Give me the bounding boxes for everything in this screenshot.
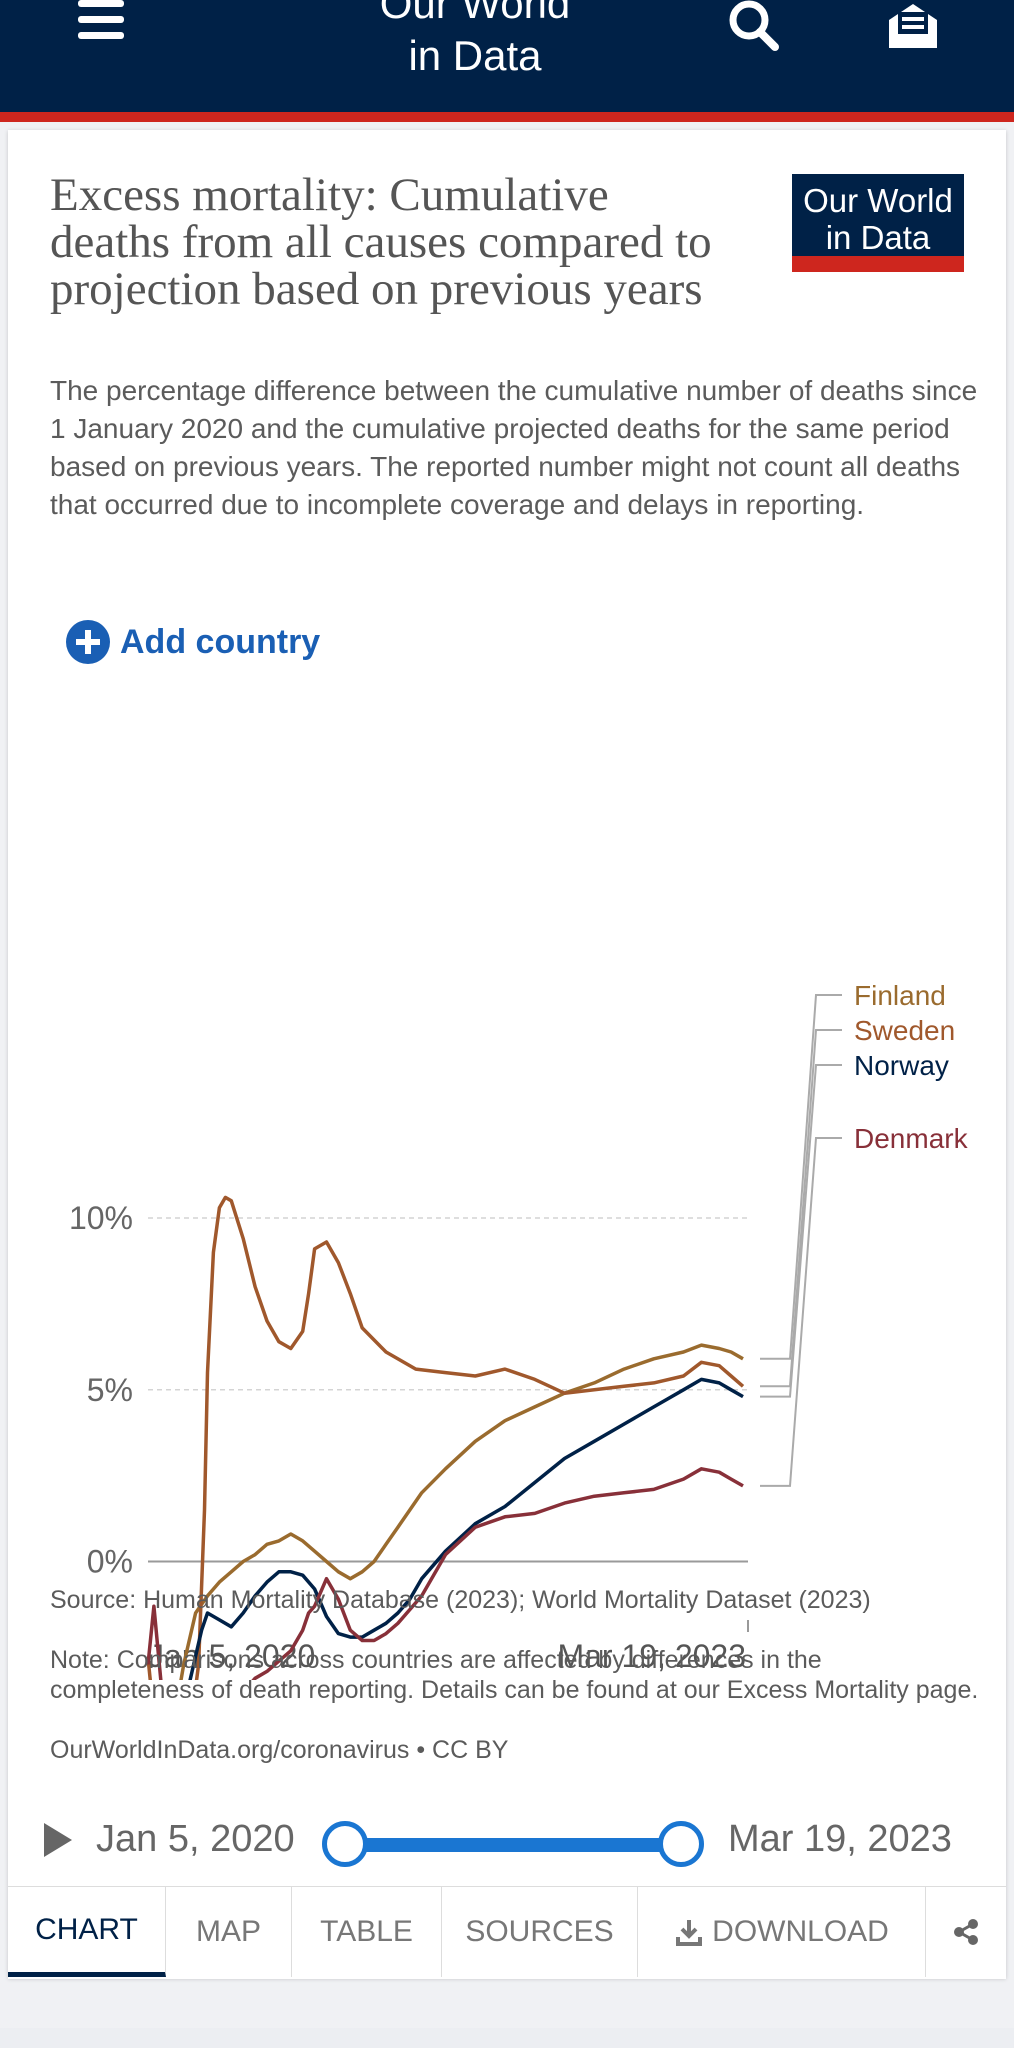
- page-bottom-strip: [0, 2028, 1014, 2048]
- x-tick-label: Mar 19, 2023: [557, 1638, 746, 1674]
- brand-line-2: in Data: [408, 32, 542, 79]
- legend-leader-line: [760, 1029, 842, 1388]
- share-button[interactable]: [926, 1887, 1006, 1977]
- chart-source: Source: Human Mortality Database (2023);…: [50, 1586, 871, 1614]
- tab-sources[interactable]: SOURCES: [442, 1887, 638, 1977]
- logo-line-2: in Data: [825, 219, 931, 256]
- legend-label-denmark[interactable]: Denmark: [854, 1123, 969, 1154]
- chart-subtitle: The percentage difference between the cu…: [50, 375, 978, 520]
- chart-note: Note: Comparisons across countries are a…: [50, 1646, 979, 1704]
- brand-line-1: Our World: [379, 0, 571, 27]
- legend-leader-line: [760, 1137, 842, 1487]
- timeline-start-label: Jan 5, 2020: [96, 1818, 295, 1860]
- series-line-norway[interactable]: [148, 1377, 744, 1680]
- share-icon: [954, 1919, 978, 1945]
- header-accent-stripe: [0, 112, 1014, 122]
- download-label: DOWNLOAD: [712, 1915, 889, 1948]
- y-tick-label: 10%: [69, 1200, 133, 1236]
- hamburger-menu-icon[interactable]: [78, 0, 124, 44]
- chart-card: Excess mortality: Cumulative deaths from…: [8, 130, 1006, 1979]
- chart-title: Excess mortality: Cumulative deaths from…: [50, 169, 712, 315]
- tab-table[interactable]: TABLE: [292, 1887, 442, 1977]
- legend-label-sweden[interactable]: Sweden: [854, 1015, 955, 1046]
- tab-chart[interactable]: CHART: [8, 1887, 166, 1977]
- tab-download[interactable]: DOWNLOAD: [638, 1887, 926, 1977]
- add-country-button[interactable]: Add country: [66, 620, 320, 664]
- timeline-end-handle[interactable]: [658, 1821, 704, 1867]
- download-icon: [676, 1920, 703, 1946]
- timeline-end-label: Mar 19, 2023: [728, 1818, 952, 1860]
- series-line-denmark[interactable]: [146, 1467, 744, 1680]
- legend-label-finland[interactable]: Finland: [854, 980, 946, 1011]
- plus-circle-icon: [66, 620, 110, 664]
- series-line-finland[interactable]: [148, 1343, 744, 1680]
- add-country-label: Add country: [120, 622, 321, 661]
- owid-logo[interactable]: Our World in Data: [792, 174, 964, 272]
- y-tick-label: 0%: [87, 1544, 133, 1580]
- timeline-slider-track[interactable]: [353, 1838, 688, 1852]
- search-icon[interactable]: [725, 0, 785, 52]
- play-icon[interactable]: [44, 1823, 72, 1857]
- y-tick-label: 5%: [87, 1372, 133, 1408]
- tab-map[interactable]: MAP: [166, 1887, 292, 1977]
- series-line-sweden[interactable]: [146, 1195, 745, 1680]
- chart-tab-bar: CHART MAP TABLE SOURCES DOWNLOAD: [8, 1886, 1006, 1979]
- chart-credit[interactable]: OurWorldInData.org/coronavirus • CC BY: [50, 1736, 509, 1764]
- legend-label-norway[interactable]: Norway: [854, 1050, 949, 1081]
- site-brand[interactable]: Our World in Data: [340, 0, 610, 82]
- timeline-start-handle[interactable]: [322, 1821, 368, 1867]
- legend-leader-line: [760, 994, 842, 1360]
- timeline-control: Jan 5, 2020 Mar 19, 2023: [8, 1790, 1006, 1890]
- legend-leader-line: [760, 1064, 842, 1398]
- logo-line-1: Our World: [803, 182, 953, 219]
- newsletter-icon[interactable]: [883, 0, 943, 52]
- top-navigation-bar: Our World in Data: [0, 0, 1014, 112]
